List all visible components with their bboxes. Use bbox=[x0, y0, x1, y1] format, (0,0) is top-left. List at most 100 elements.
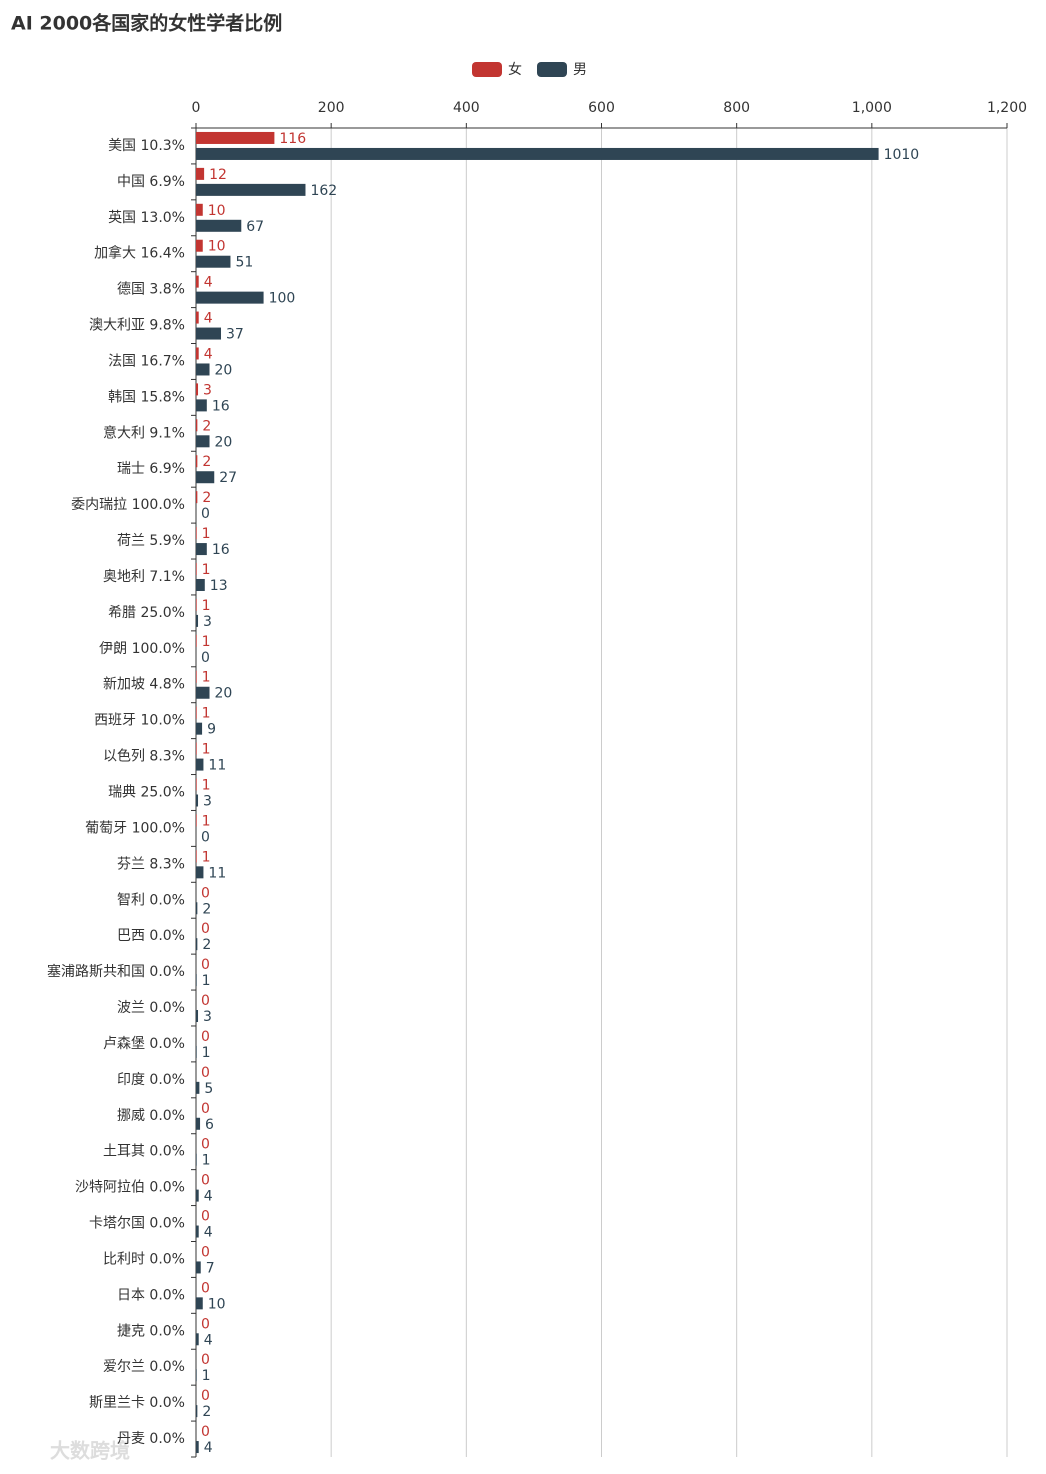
data-label: 0 bbox=[201, 1101, 210, 1117]
x-tick-label: 200 bbox=[318, 100, 345, 116]
bar bbox=[196, 419, 198, 432]
bar bbox=[196, 1261, 201, 1274]
bar bbox=[196, 131, 275, 144]
y-tick-label: 以色列 8.3% bbox=[103, 748, 185, 765]
y-tick-label: 巴西 0.0% bbox=[117, 928, 185, 944]
data-label: 0 bbox=[201, 1316, 210, 1332]
bar bbox=[196, 758, 204, 771]
bar bbox=[196, 1153, 197, 1166]
data-label: 0 bbox=[201, 993, 210, 1009]
bar bbox=[196, 239, 203, 252]
legend-label: 女 bbox=[508, 61, 522, 78]
y-tick-label: 德国 3.8% bbox=[117, 282, 185, 298]
bar bbox=[196, 527, 197, 540]
watermark: 大数跨境 bbox=[50, 1439, 130, 1463]
bar bbox=[196, 670, 197, 683]
bar bbox=[196, 1045, 197, 1058]
data-label: 4 bbox=[204, 1225, 213, 1241]
data-label: 20 bbox=[215, 362, 233, 378]
data-label: 67 bbox=[246, 219, 264, 235]
x-tick-label: 400 bbox=[453, 100, 480, 116]
data-label: 162 bbox=[310, 183, 337, 199]
data-label: 0 bbox=[201, 1352, 210, 1368]
data-label: 1 bbox=[202, 526, 211, 542]
y-tick-label: 芬兰 8.3% bbox=[117, 856, 185, 872]
data-label: 16 bbox=[212, 398, 230, 414]
bar bbox=[196, 1333, 199, 1346]
data-label: 13 bbox=[210, 578, 228, 594]
bar bbox=[196, 794, 199, 807]
bar bbox=[196, 471, 215, 484]
y-tick-label: 希腊 25.0% bbox=[108, 605, 185, 621]
bar bbox=[196, 778, 197, 791]
y-tick-label: 瑞士 6.9% bbox=[117, 461, 185, 477]
data-label: 2 bbox=[202, 901, 211, 917]
x-tick-label: 0 bbox=[192, 100, 201, 116]
data-label: 0 bbox=[201, 1209, 210, 1225]
data-label: 4 bbox=[204, 1440, 213, 1456]
bar bbox=[196, 598, 197, 611]
y-tick-label: 西班牙 10.0% bbox=[94, 713, 185, 729]
bar bbox=[196, 1081, 200, 1094]
y-tick-label: 奥地利 7.1% bbox=[103, 568, 185, 585]
y-tick-label: 英国 13.0% bbox=[108, 209, 185, 226]
bar bbox=[196, 814, 197, 827]
x-tick-label: 600 bbox=[588, 100, 615, 116]
data-label: 1 bbox=[202, 1045, 211, 1061]
x-tick-label: 1,000 bbox=[852, 100, 892, 116]
bar bbox=[196, 1297, 203, 1310]
bar bbox=[196, 291, 264, 304]
bar bbox=[196, 850, 197, 863]
y-tick-label: 澳大利亚 9.8% bbox=[89, 318, 185, 334]
bar bbox=[196, 1117, 201, 1130]
y-tick-label: 美国 10.3% bbox=[108, 138, 185, 154]
data-label: 1010 bbox=[884, 147, 920, 163]
data-label: 1 bbox=[202, 562, 211, 578]
data-label: 6 bbox=[205, 1117, 214, 1133]
data-label: 1 bbox=[202, 634, 211, 650]
y-tick-label: 日本 0.0% bbox=[117, 1287, 185, 1303]
data-label: 0 bbox=[201, 1173, 210, 1189]
bar bbox=[196, 219, 242, 232]
data-label: 2 bbox=[202, 1404, 211, 1420]
bar bbox=[196, 578, 205, 591]
y-tick-label: 意大利 9.1% bbox=[103, 424, 185, 441]
data-label: 37 bbox=[226, 327, 244, 343]
data-label: 1 bbox=[202, 706, 211, 722]
bar bbox=[196, 327, 222, 340]
data-label: 7 bbox=[206, 1260, 215, 1276]
y-tick-label: 智利 0.0% bbox=[117, 892, 185, 908]
bar bbox=[196, 455, 198, 468]
y-tick-label: 塞浦路斯共和国 0.0% bbox=[47, 963, 185, 980]
data-label: 10 bbox=[208, 239, 226, 255]
y-tick-label: 加拿大 16.4% bbox=[94, 245, 185, 262]
data-label: 0 bbox=[201, 1244, 210, 1260]
y-tick-label: 捷克 0.0% bbox=[117, 1323, 185, 1339]
y-tick-label: 波兰 0.0% bbox=[117, 1000, 185, 1016]
data-label: 0 bbox=[201, 885, 210, 901]
data-label: 0 bbox=[201, 506, 210, 522]
data-label: 20 bbox=[215, 686, 233, 702]
data-label: 4 bbox=[204, 1189, 213, 1205]
data-label: 0 bbox=[201, 1137, 210, 1153]
y-tick-label: 卡塔尔国 0.0% bbox=[89, 1216, 185, 1232]
data-label: 0 bbox=[201, 957, 210, 973]
bar bbox=[196, 706, 197, 719]
data-label: 11 bbox=[208, 758, 226, 774]
data-label: 1 bbox=[202, 598, 211, 614]
bar bbox=[196, 1369, 197, 1382]
data-label: 4 bbox=[204, 346, 213, 362]
bar bbox=[196, 347, 199, 360]
data-label: 12 bbox=[209, 167, 227, 183]
y-tick-label: 中国 6.9% bbox=[117, 174, 185, 190]
bar bbox=[196, 183, 306, 196]
data-label: 3 bbox=[203, 614, 212, 630]
bar bbox=[196, 203, 203, 216]
legend-swatch bbox=[472, 62, 502, 77]
data-label: 1 bbox=[202, 1153, 211, 1169]
data-label: 1 bbox=[202, 742, 211, 758]
data-label: 2 bbox=[202, 490, 211, 506]
data-label: 100 bbox=[269, 291, 296, 307]
y-tick-label: 沙特阿拉伯 0.0% bbox=[75, 1180, 185, 1196]
